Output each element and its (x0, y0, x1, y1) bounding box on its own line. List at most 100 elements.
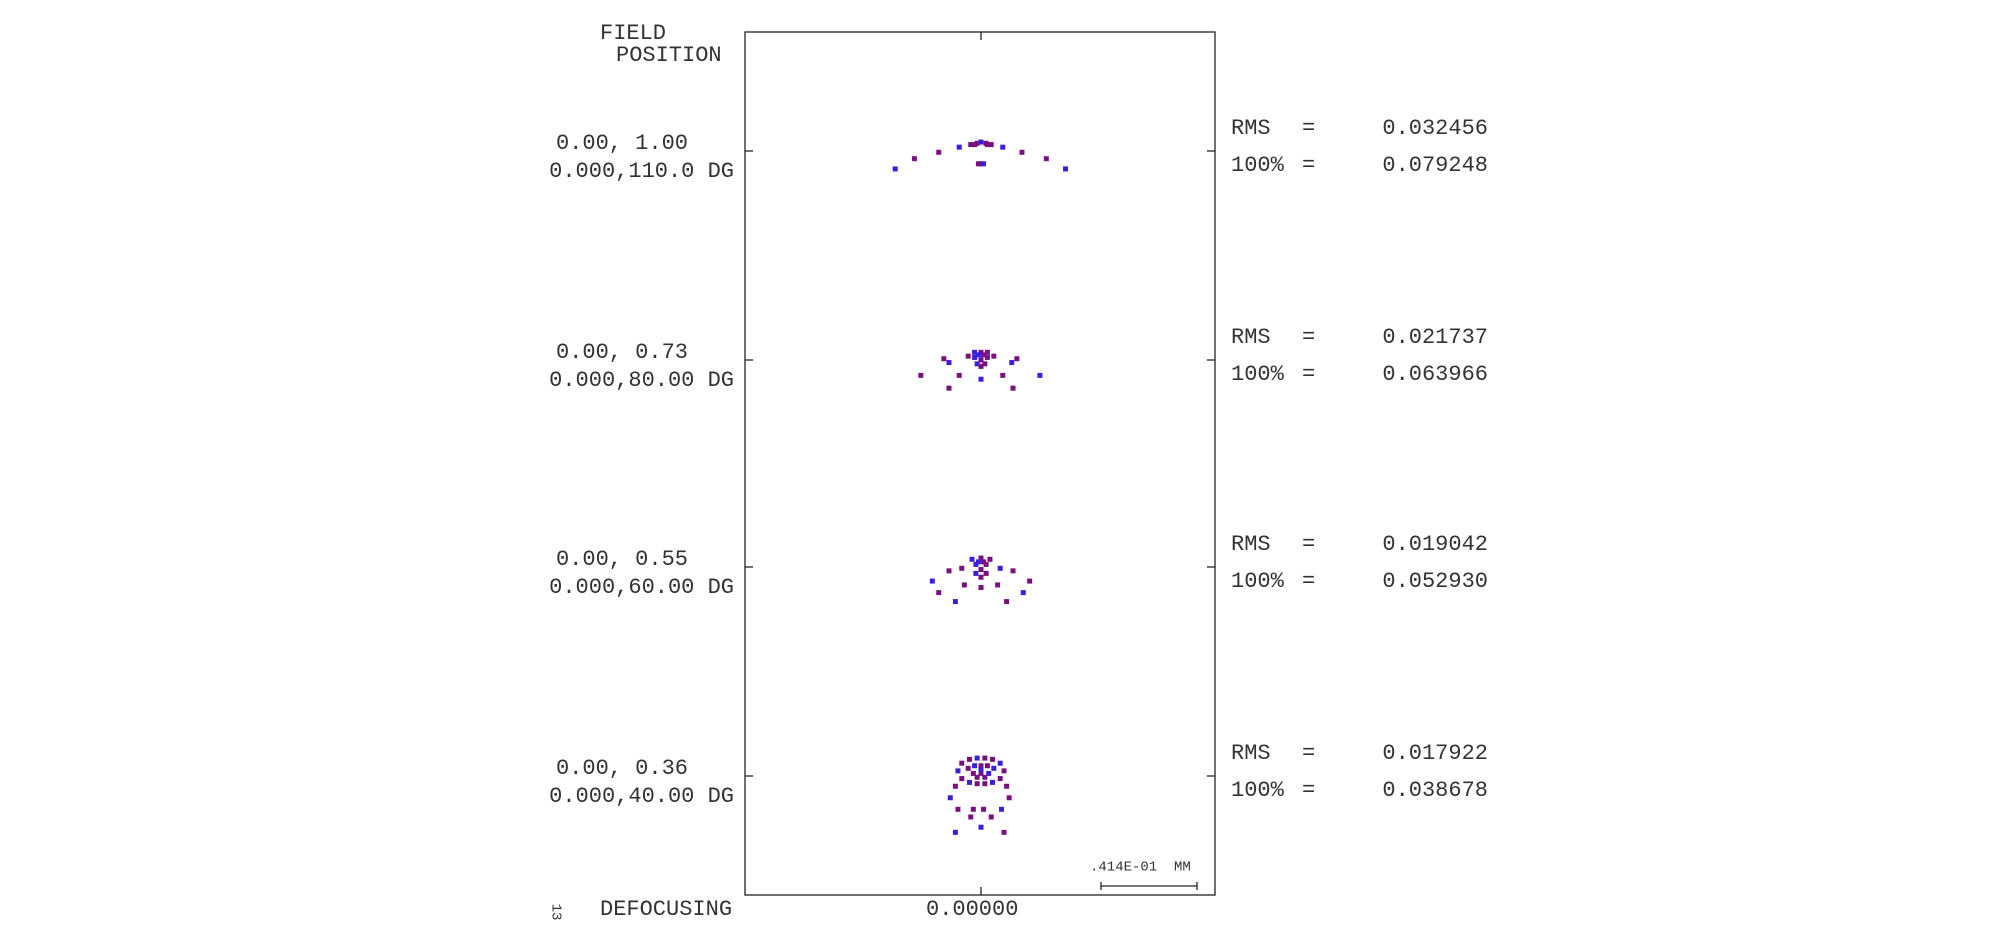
spot (965, 353, 971, 359)
full-eq: = (1302, 362, 1315, 387)
full-value: 0.038678 (1382, 778, 1488, 803)
spot (988, 814, 994, 820)
spot (997, 565, 1003, 571)
spot (968, 814, 974, 820)
spot (1010, 568, 1016, 574)
spot (982, 755, 988, 761)
spot (1001, 829, 1007, 835)
field-angle: 0.000,80.00 DG (549, 368, 734, 393)
spot (946, 385, 952, 391)
spot (947, 795, 953, 801)
spot (978, 767, 984, 773)
spot (983, 570, 989, 576)
field-relative: 0.00, 1.00 (556, 131, 688, 156)
spot (978, 376, 984, 382)
rms-eq: = (1302, 325, 1315, 350)
spot (966, 756, 972, 762)
spot (974, 140, 980, 146)
spot (982, 781, 988, 787)
field-angle: 0.000,60.00 DG (549, 575, 734, 600)
full-label: 100% (1231, 153, 1285, 178)
spot (974, 361, 980, 367)
field-relative: 0.00, 0.36 (556, 756, 688, 781)
spot (978, 139, 984, 145)
spot (984, 354, 990, 360)
spot (972, 349, 978, 355)
spot (952, 599, 958, 605)
spot (984, 142, 990, 148)
full-value: 0.079248 (1382, 153, 1488, 178)
full-label: 100% (1231, 362, 1285, 387)
spot (997, 760, 1003, 766)
spot (981, 161, 987, 167)
spot (1001, 768, 1007, 774)
spot (1009, 360, 1015, 366)
spot (956, 372, 962, 378)
spot (978, 770, 984, 776)
spot (990, 779, 996, 785)
spot (981, 806, 987, 812)
rms-label: RMS (1231, 116, 1271, 141)
spot (978, 555, 984, 561)
full-label: 100% (1231, 778, 1285, 803)
spot (972, 763, 978, 769)
spot (1000, 372, 1006, 378)
spot (986, 770, 992, 776)
spot (959, 565, 965, 571)
spot (982, 774, 988, 780)
spot (1004, 783, 1010, 789)
full-label: 100% (1231, 569, 1285, 594)
spot (969, 556, 975, 562)
spot (978, 567, 984, 573)
spot (981, 559, 987, 565)
spot (961, 582, 967, 588)
header-line: POSITION (616, 43, 722, 68)
spot (955, 768, 961, 774)
spot (978, 161, 984, 167)
spot (987, 556, 993, 562)
rms-label: RMS (1231, 325, 1271, 350)
spot (984, 349, 990, 355)
spot (959, 760, 965, 766)
spot (978, 363, 984, 369)
spot (1020, 590, 1026, 596)
spot (998, 806, 1004, 812)
header-line: FIELD (600, 21, 666, 46)
spot (965, 765, 971, 771)
full-value: 0.052930 (1382, 569, 1488, 594)
spot (997, 776, 1003, 782)
spot (973, 561, 979, 567)
rms-eq: = (1302, 532, 1315, 557)
plot-frame (744, 31, 1216, 896)
full-eq: = (1302, 569, 1315, 594)
rms-label: RMS (1231, 532, 1271, 557)
spot (984, 763, 990, 769)
spot (982, 361, 988, 367)
spot (1019, 149, 1025, 155)
spot (978, 357, 984, 363)
rms-eq: = (1302, 116, 1315, 141)
spot (988, 142, 994, 148)
spot (1063, 166, 1069, 172)
spot (1004, 599, 1010, 605)
spot (978, 584, 984, 590)
spot (981, 352, 987, 358)
spot (952, 783, 958, 789)
spot (973, 570, 979, 576)
spot (975, 161, 981, 167)
margin-note: 13 (547, 904, 563, 921)
spot (1000, 144, 1006, 150)
spot (978, 763, 984, 769)
spot (974, 755, 980, 761)
spot (1037, 372, 1043, 378)
spot (952, 829, 958, 835)
field-relative: 0.00, 0.55 (556, 547, 688, 572)
rms-value: 0.017922 (1382, 741, 1488, 766)
spot (972, 354, 978, 360)
spot (946, 360, 952, 366)
spot (968, 142, 974, 148)
spot (1010, 385, 1016, 391)
spot (995, 582, 1001, 588)
full-eq: = (1302, 778, 1315, 803)
